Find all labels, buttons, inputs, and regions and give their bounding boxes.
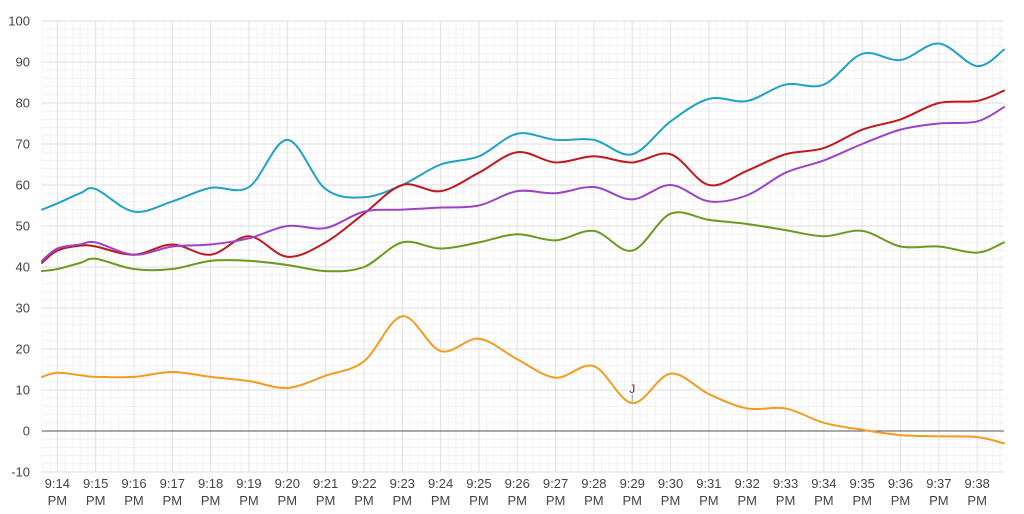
y-tick-label: 90 <box>16 55 30 70</box>
x-tick-label: 9:26 PM <box>505 476 530 508</box>
x-tick-label: 9:35 PM <box>850 476 875 508</box>
y-tick-label: 100 <box>8 14 30 29</box>
x-tick-label: 9:34 PM <box>811 476 836 508</box>
x-tick-label: 9:25 PM <box>466 476 491 508</box>
y-tick-label: 80 <box>16 96 30 111</box>
minor-gridlines <box>41 21 1004 472</box>
y-tick-label: 40 <box>16 260 30 275</box>
x-tick-label: 9:22 PM <box>351 476 376 508</box>
y-tick-label: 10 <box>16 383 30 398</box>
x-tick-label: 9:19 PM <box>236 476 261 508</box>
y-tick-label: 60 <box>16 178 30 193</box>
x-tick-label: 9:17 PM <box>160 476 185 508</box>
y-tick-label: 30 <box>16 301 30 316</box>
y-tick-label: 70 <box>16 137 30 152</box>
series-line-2 <box>41 89 1005 264</box>
x-tick-label: 9:38 PM <box>965 476 990 508</box>
y-tick-label: -10 <box>11 465 30 480</box>
x-tick-label: 9:37 PM <box>926 476 951 508</box>
y-tick-label: 0 <box>23 424 30 439</box>
y-tick-label: 20 <box>16 342 30 357</box>
x-tick-label: 9:36 PM <box>888 476 913 508</box>
y-tick-label: 50 <box>16 219 30 234</box>
x-tick-label: 9:31 PM <box>696 476 721 508</box>
x-tick-label: 9:30 PM <box>658 476 683 508</box>
x-tick-label: 9:14 PM <box>45 476 70 508</box>
x-tick-label: 9:18 PM <box>198 476 223 508</box>
x-tick-label: 9:21 PM <box>313 476 338 508</box>
x-tick-label: 9:29 PM <box>620 476 645 508</box>
annotation-label: J <box>629 382 635 396</box>
x-tick-label: 9:23 PM <box>390 476 415 508</box>
major-gridlines <box>42 20 1004 473</box>
x-tick-label: 9:27 PM <box>543 476 568 508</box>
series-line-3 <box>41 106 1005 262</box>
x-tick-label: 9:28 PM <box>581 476 606 508</box>
x-tick-label: 9:16 PM <box>121 476 146 508</box>
series-lines <box>41 42 1005 445</box>
series-line-5 <box>41 315 1005 445</box>
x-tick-label: 9:24 PM <box>428 476 453 508</box>
series-line-1 <box>41 42 1005 213</box>
annotations: J <box>629 382 635 402</box>
x-axis-tick-labels: 9:14 PM 9:15 PM 9:16 PM 9:17 PM 9:18 PM 9:19 PM 9:20… <box>45 476 990 508</box>
x-tick-label: 9:20 PM <box>275 476 300 508</box>
series-line-4 <box>41 211 1005 273</box>
x-tick-label: 9:33 PM <box>773 476 798 508</box>
x-tick-label: 9:32 PM <box>735 476 760 508</box>
x-tick-label: 9:15 PM <box>83 476 108 508</box>
y-axis-tick-labels: -10 0 10 20 30 40 50 60 70 80 90 100 <box>8 14 30 480</box>
